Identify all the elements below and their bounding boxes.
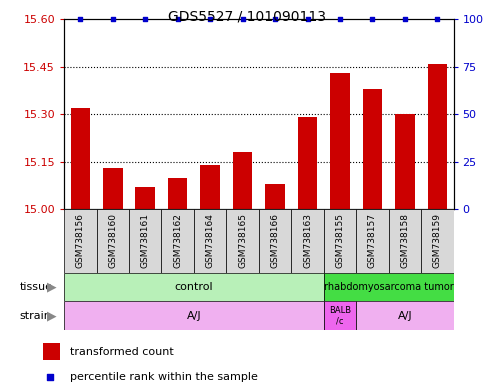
Point: [368, 16, 376, 22]
Bar: [103, 168, 122, 209]
Bar: [129, 209, 161, 273]
Text: strain: strain: [20, 311, 52, 321]
Bar: [324, 301, 356, 330]
Bar: [70, 108, 90, 209]
Bar: [388, 209, 421, 273]
Text: GSM738160: GSM738160: [108, 214, 117, 268]
Bar: [64, 301, 324, 330]
Point: [401, 16, 409, 22]
Bar: [97, 209, 129, 273]
Point: [109, 16, 117, 22]
Text: A/J: A/J: [187, 311, 201, 321]
Bar: [64, 209, 97, 273]
Bar: [298, 118, 317, 209]
Bar: [64, 273, 324, 301]
Bar: [291, 209, 324, 273]
Text: GSM738157: GSM738157: [368, 214, 377, 268]
Text: ▶: ▶: [47, 310, 57, 322]
Point: [336, 16, 344, 22]
Text: GSM738162: GSM738162: [173, 214, 182, 268]
Text: BALB
/c: BALB /c: [329, 306, 351, 326]
Point: [304, 16, 312, 22]
Text: rhabdomyosarcoma tumor: rhabdomyosarcoma tumor: [324, 282, 454, 292]
Text: control: control: [175, 282, 213, 292]
Bar: [395, 114, 415, 209]
Point: [206, 16, 214, 22]
Text: GSM738164: GSM738164: [206, 214, 214, 268]
Bar: [226, 209, 259, 273]
Text: GSM738161: GSM738161: [141, 214, 150, 268]
Bar: [265, 184, 285, 209]
Bar: [363, 89, 382, 209]
Bar: [200, 165, 220, 209]
Text: transformed count: transformed count: [70, 347, 174, 357]
Text: GDS5527 / 101090113: GDS5527 / 101090113: [168, 10, 325, 23]
Bar: [136, 187, 155, 209]
Text: tissue: tissue: [20, 282, 53, 292]
Text: ▶: ▶: [47, 281, 57, 293]
Bar: [330, 73, 350, 209]
Text: percentile rank within the sample: percentile rank within the sample: [70, 372, 258, 382]
Text: GSM738158: GSM738158: [400, 214, 409, 268]
Text: GSM738155: GSM738155: [335, 214, 345, 268]
Text: GSM738163: GSM738163: [303, 214, 312, 268]
Bar: [168, 177, 187, 209]
Bar: [356, 301, 454, 330]
Text: GSM738166: GSM738166: [271, 214, 280, 268]
Bar: [43, 343, 60, 360]
Bar: [324, 209, 356, 273]
Point: [271, 16, 279, 22]
Point: [433, 16, 441, 22]
Point: [302, 260, 310, 266]
Text: A/J: A/J: [397, 311, 412, 321]
Bar: [259, 209, 291, 273]
Point: [174, 16, 181, 22]
Text: GSM738165: GSM738165: [238, 214, 247, 268]
Bar: [194, 209, 226, 273]
Point: [239, 16, 246, 22]
Bar: [233, 152, 252, 209]
Point: [141, 16, 149, 22]
Bar: [356, 209, 388, 273]
Text: GSM738156: GSM738156: [76, 214, 85, 268]
Text: GSM738159: GSM738159: [433, 214, 442, 268]
Bar: [421, 209, 454, 273]
Bar: [427, 63, 447, 209]
Point: [76, 16, 84, 22]
Bar: [324, 273, 454, 301]
Bar: [161, 209, 194, 273]
